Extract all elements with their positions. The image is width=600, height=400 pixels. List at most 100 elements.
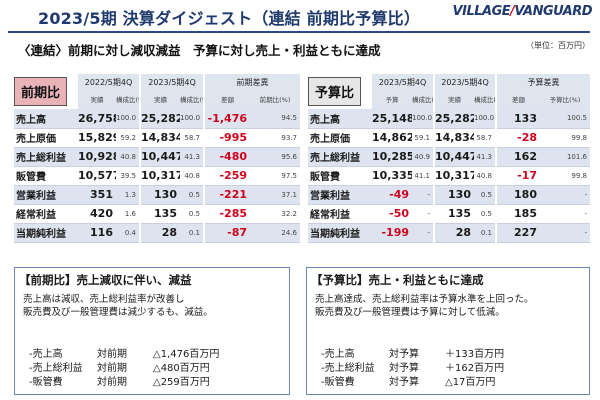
logo-text-right: VANGUARD xyxy=(514,4,592,19)
ratio-cell: 59.1 xyxy=(412,128,434,148)
panel-body: 売上高達成、売上総利益率は予算水準を上回った。 販売費及び一般管理費は予算に対し… xyxy=(315,293,534,319)
item-type: 対予算 xyxy=(389,349,419,360)
ratio-cell: - xyxy=(412,223,434,243)
ratio-cell: 0.1 xyxy=(474,223,496,243)
value-cell: 351 xyxy=(78,185,116,205)
item-name: -販管費 xyxy=(321,377,355,388)
diff-cell: -87 xyxy=(203,223,250,243)
panel-list: -売上高 対前期 △1,476百万円 -売上総利益 対前期 △480百万円 -販管費 対前… xyxy=(29,348,263,390)
title-divider xyxy=(8,31,590,33)
ratio-cell: 58.7 xyxy=(180,128,204,148)
diff-cell: -285 xyxy=(203,204,250,224)
ratio-cell: 1.6 xyxy=(116,204,140,224)
sub-header: 実績 xyxy=(433,91,474,109)
list-item: -販管費 対前期 △259百万円 xyxy=(29,376,263,390)
panel-body-line: 販売費及び一般管理費は減少するも、減益。 xyxy=(23,307,213,318)
row-label: 当期純利益 xyxy=(14,223,78,243)
item-name: -売上高 xyxy=(321,349,355,360)
panel-body-line: 売上高達成、売上総利益率は予算水準を上回った。 xyxy=(315,294,534,305)
pct-cell: 37.1 xyxy=(250,185,300,205)
diff-cell: -995 xyxy=(203,128,250,148)
row-label: 販管費 xyxy=(308,166,372,186)
ratio-cell: 0.4 xyxy=(116,223,140,243)
table-row: 経常利益 -50-135 0.5 185- xyxy=(308,204,590,224)
value-cell: 28 xyxy=(139,223,180,243)
pct-cell: 97.5 xyxy=(250,166,300,186)
pct-cell: 94.5 xyxy=(250,109,300,129)
ratio-cell: 41.3 xyxy=(474,147,496,167)
panel-title: 【予算比】売上・利益ともに達成 xyxy=(311,273,484,287)
col-group-header: 2023/5期4Q xyxy=(372,74,434,91)
item-type: 対前期 xyxy=(97,363,127,374)
ratio-cell: - xyxy=(412,204,434,224)
prev-year-summary-panel: 【前期比】売上減収に伴い、減益 売上高は減収、売上総利益率が改善し 販売費及び一… xyxy=(14,267,290,395)
value-cell: 14,834 xyxy=(139,128,180,148)
table-row: 経常利益 420 1.6 135 0.5 -285 32.2 xyxy=(14,204,300,224)
ratio-cell: 0.5 xyxy=(474,204,496,224)
value-cell: 26,758 xyxy=(78,109,116,129)
pct-cell: 32.2 xyxy=(250,204,300,224)
table-row: 販管費 10,335 41.1 10,317 40.8 -17 99.8 xyxy=(308,166,590,186)
pct-cell: - xyxy=(540,204,590,224)
logo-slash: / xyxy=(510,4,515,19)
row-label: 売上高 xyxy=(308,109,372,129)
list-item: -売上総利益 対前期 △480百万円 xyxy=(29,362,263,376)
row-label: 販管費 xyxy=(14,166,78,186)
list-item: -売上高 対予算 ＋133百万円 xyxy=(321,348,555,362)
item-type: 対予算 xyxy=(389,377,419,388)
list-item: -売上総利益 対予算 ＋162百万円 xyxy=(321,362,555,376)
pct-cell: 100.5 xyxy=(540,109,590,129)
item-type: 対予算 xyxy=(389,363,419,374)
ratio-cell: 41.3 xyxy=(180,147,204,167)
row-label: 経常利益 xyxy=(14,204,78,224)
value-cell: -49 xyxy=(372,185,412,205)
ratio-cell: 0.5 xyxy=(180,204,204,224)
diff-cell: 180 xyxy=(495,185,540,205)
value-cell: 420 xyxy=(78,204,116,224)
col-group-header: 2022/5期4Q xyxy=(78,74,140,91)
table-row: 売上高 25,148 100.0 25,282 100.0 133 100.5 xyxy=(308,109,590,129)
pct-cell: 99.8 xyxy=(540,128,590,148)
table-row: 売上原価 14,862 59.1 14,834 58.7 -28 99.8 xyxy=(308,128,590,148)
diff-cell: -1,476 xyxy=(203,109,250,129)
table-row: 営業利益 -49-130 0.5 180- xyxy=(308,185,590,205)
ratio-cell: 41.1 xyxy=(412,166,434,186)
logo-text-left: VILLAGE xyxy=(452,4,511,19)
sub-header: 構成比(%) xyxy=(412,91,434,109)
panel-list: -売上高 対予算 ＋133百万円 -売上総利益 対予算 ＋162百万円 -販管費 対予算 △… xyxy=(321,348,555,390)
ratio-cell: 39.5 xyxy=(116,166,140,186)
panel-body: 売上高は減収、売上総利益率が改善し 販売費及び一般管理費は減少するも、減益。 xyxy=(23,293,213,319)
ratio-cell: 40.8 xyxy=(116,147,140,167)
ratio-cell: 59.2 xyxy=(116,128,140,148)
value-cell: 14,862 xyxy=(372,128,412,148)
item-name: -販管費 xyxy=(29,377,63,388)
sub-header: 実績 xyxy=(78,91,116,109)
badge-cell: 前期比 xyxy=(14,74,78,109)
item-value: ＋162百万円 xyxy=(445,363,505,374)
ratio-cell: 1.3 xyxy=(116,185,140,205)
sub-header: 実績 xyxy=(139,91,180,109)
ratio-cell: 0.5 xyxy=(180,185,204,205)
panel-body-line: 販売費及び一般管理費は予算に対して低減。 xyxy=(315,307,505,318)
sub-header: 差額 xyxy=(203,91,250,109)
pct-cell: 101.6 xyxy=(540,147,590,167)
ratio-cell: 100.0 xyxy=(412,109,434,129)
ratio-cell: 100.0 xyxy=(180,109,204,129)
budget-badge: 予算比 xyxy=(308,77,362,106)
value-cell: 14,834 xyxy=(433,128,474,148)
value-cell: 10,317 xyxy=(139,166,180,186)
ratio-cell: 100.0 xyxy=(116,109,140,129)
value-cell: 10,317 xyxy=(433,166,474,186)
prev-year-table: 前期比 2022/5期4Q 2023/5期4Q 前期差異 実績 構成比(%) 実… xyxy=(14,74,300,243)
item-value: △1,476百万円 xyxy=(153,349,220,360)
value-cell: -50 xyxy=(372,204,412,224)
row-label: 当期純利益 xyxy=(308,223,372,243)
diff-cell: 185 xyxy=(495,204,540,224)
value-cell: 10,447 xyxy=(139,147,180,167)
value-cell: 10,447 xyxy=(433,147,474,167)
diff-cell: -28 xyxy=(495,128,540,148)
ratio-cell: 40.9 xyxy=(412,147,434,167)
